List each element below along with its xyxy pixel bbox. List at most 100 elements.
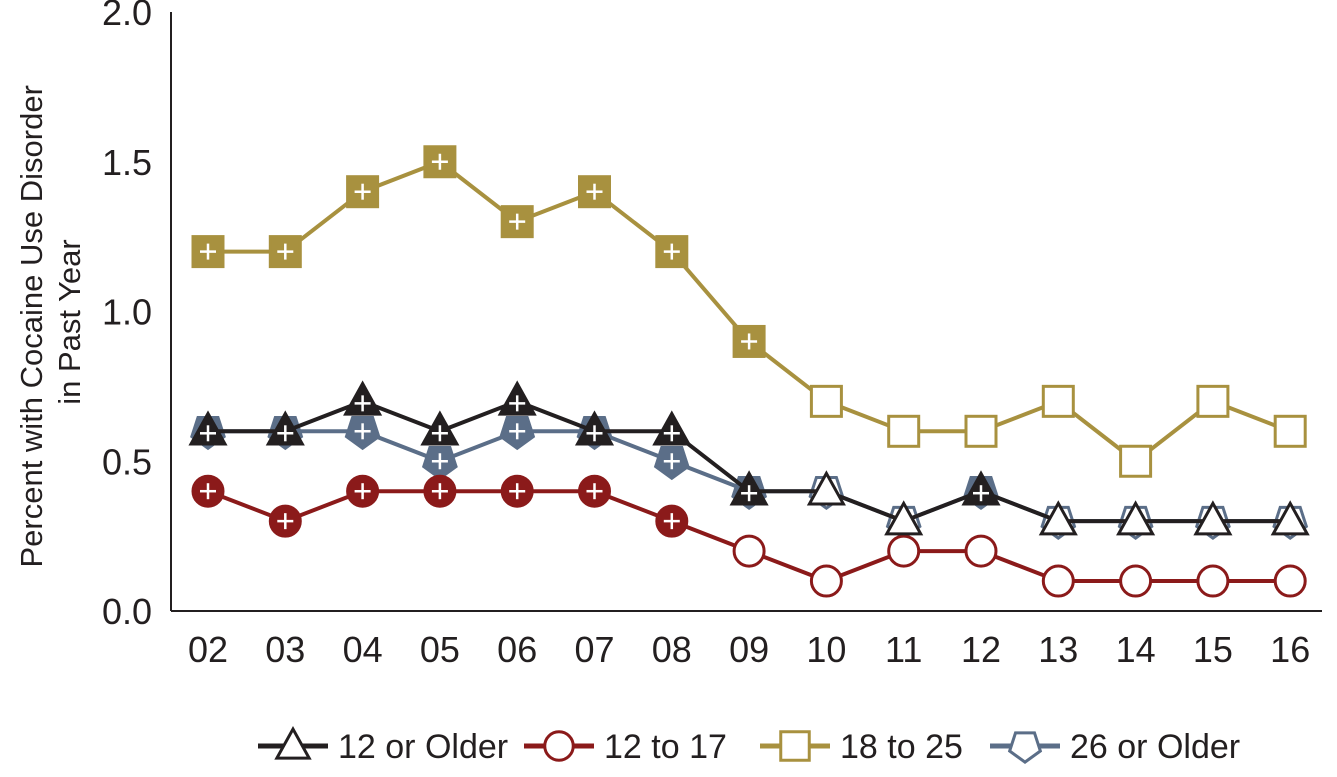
data-point <box>500 205 534 239</box>
data-point-marker <box>1116 500 1156 536</box>
data-point-marker <box>887 534 921 568</box>
data-point-marker <box>806 470 846 506</box>
data-point-marker <box>1270 500 1310 536</box>
data-point <box>809 384 843 418</box>
data-point <box>346 175 380 209</box>
data-point <box>729 470 769 506</box>
data-point-marker <box>1273 414 1307 448</box>
x-tick-label: 10 <box>806 629 846 670</box>
axes <box>170 12 1322 612</box>
data-point <box>1196 384 1230 418</box>
data-point-marker <box>1038 500 1078 536</box>
data-point <box>344 416 381 451</box>
data-point <box>964 414 998 448</box>
data-point <box>191 474 225 508</box>
data-point-marker <box>884 500 924 536</box>
series-layer <box>188 145 1310 598</box>
x-tick-label: 11 <box>885 629 922 670</box>
data-point <box>578 474 611 508</box>
data-point <box>420 410 460 446</box>
data-point <box>1273 414 1307 448</box>
data-point <box>887 534 921 568</box>
data-point <box>655 504 689 538</box>
data-point <box>191 235 225 269</box>
data-point <box>653 445 690 481</box>
data-point <box>1119 564 1153 598</box>
x-tick-label: 12 <box>961 629 1001 670</box>
data-point <box>423 474 457 508</box>
data-point <box>1270 500 1310 536</box>
y-tick-label: 1.5 <box>102 142 152 183</box>
legend-item: 18 to 25 <box>760 728 963 766</box>
data-point <box>1119 444 1153 478</box>
y-axis-title-line-2: in Past Year <box>52 239 87 404</box>
data-point <box>265 410 305 446</box>
x-tick-label: 06 <box>497 629 537 670</box>
x-tick-labels: 02 03 04 05 06 07 08 09 10 11 12 13 14 15 16 <box>188 629 1310 670</box>
data-point <box>574 410 615 446</box>
data-point <box>268 504 302 538</box>
data-point-marker <box>1193 500 1233 536</box>
data-point <box>1116 500 1156 536</box>
legend: 12 or Older 12 to 17 18 to 25 26 or Older <box>258 725 1240 766</box>
legend-item: 12 to 17 <box>524 728 727 766</box>
x-tick-label: 07 <box>574 629 614 670</box>
data-point <box>655 235 689 269</box>
data-point <box>500 474 534 508</box>
y-tick-labels: 0.0 0.5 1.0 1.5 2.0 <box>102 0 152 632</box>
data-point <box>578 175 611 209</box>
data-point <box>1196 564 1230 598</box>
legend-label: 18 to 25 <box>840 728 963 766</box>
data-point <box>961 470 1001 506</box>
data-point <box>423 145 457 179</box>
data-point <box>1273 564 1307 598</box>
data-point <box>343 380 383 416</box>
data-point-marker <box>1273 564 1307 598</box>
data-point <box>809 564 843 598</box>
data-point <box>499 416 536 451</box>
series-18-to-25 <box>191 145 1307 478</box>
data-point-marker <box>964 534 998 568</box>
data-point <box>884 500 924 536</box>
x-tick-label: 16 <box>1270 629 1310 670</box>
data-point-marker <box>1119 444 1153 478</box>
data-point-marker <box>887 414 921 448</box>
data-point <box>497 380 537 416</box>
x-tick-label: 13 <box>1038 629 1078 670</box>
data-point <box>268 235 302 269</box>
data-point <box>1041 564 1075 598</box>
data-point <box>1041 384 1075 418</box>
legend-item: 26 or Older <box>990 728 1240 766</box>
legend-label: 26 or Older <box>1070 728 1240 766</box>
data-point <box>806 470 846 506</box>
data-point <box>421 445 458 481</box>
data-point <box>732 324 766 358</box>
data-point-marker <box>809 564 843 598</box>
x-tick-label: 05 <box>420 629 460 670</box>
data-point-marker <box>809 384 843 418</box>
legend-swatch-marker <box>274 725 312 760</box>
data-point <box>1193 500 1233 536</box>
y-tick-label: 0.0 <box>102 591 152 632</box>
data-point-marker <box>732 534 766 568</box>
legend-label: 12 to 17 <box>604 728 727 766</box>
data-point <box>346 474 380 508</box>
x-tick-label: 08 <box>652 629 692 670</box>
x-tick-label: 03 <box>265 629 305 670</box>
y-axis-title: Percent with Cocaine Use Disorder in Pas… <box>14 76 87 567</box>
y-tick-label: 0.5 <box>102 441 152 482</box>
legend-swatch-marker <box>1007 731 1043 765</box>
series-12-to-17 <box>191 474 1307 598</box>
data-point-marker <box>1041 384 1075 418</box>
data-point <box>652 410 692 446</box>
legend-swatch-marker <box>779 730 811 762</box>
data-point-marker <box>1196 384 1230 418</box>
data-point <box>732 534 766 568</box>
y-axis-title-line-1: Percent with Cocaine Use Disorder <box>14 85 49 567</box>
data-point-marker <box>1041 564 1075 598</box>
y-tick-label: 2.0 <box>102 0 152 33</box>
data-point <box>887 414 921 448</box>
x-tick-label: 15 <box>1193 629 1233 670</box>
data-point-marker <box>1119 564 1153 598</box>
